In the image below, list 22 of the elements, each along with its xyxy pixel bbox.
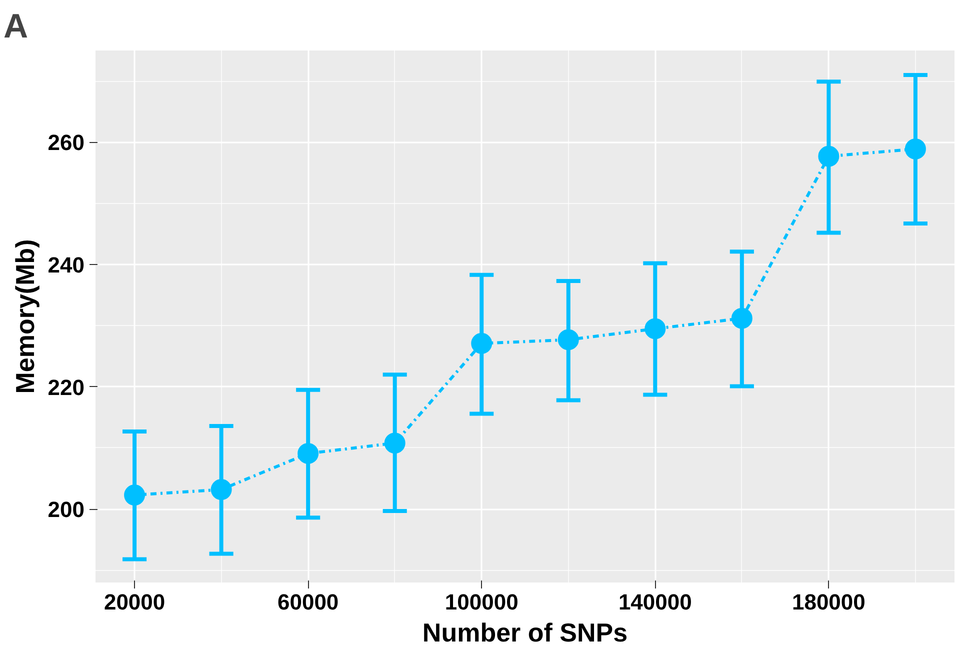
point [384, 432, 406, 454]
point [818, 146, 840, 167]
point [124, 484, 146, 506]
point [210, 479, 232, 500]
y-tick-label: 200 [48, 497, 85, 522]
point [644, 318, 666, 340]
y-tick-label: 220 [48, 374, 85, 400]
x-tick-label: 60000 [277, 590, 339, 614]
x-axis-title: Number of SNPs [422, 618, 628, 648]
point [904, 138, 926, 160]
x-tick-label: 20000 [104, 590, 166, 614]
x-tick-label: 180000 [792, 590, 866, 614]
point [558, 329, 579, 350]
point [298, 442, 319, 464]
y-tick-label: 240 [48, 252, 85, 278]
x-tick-label: 100000 [444, 590, 518, 614]
point [471, 332, 492, 354]
text: A [4, 8, 28, 46]
y-axis-title: Memory(Mb) [10, 239, 40, 394]
x-tick-label: 140000 [618, 590, 692, 614]
point [731, 308, 752, 329]
y-tick-label: 260 [48, 130, 85, 156]
